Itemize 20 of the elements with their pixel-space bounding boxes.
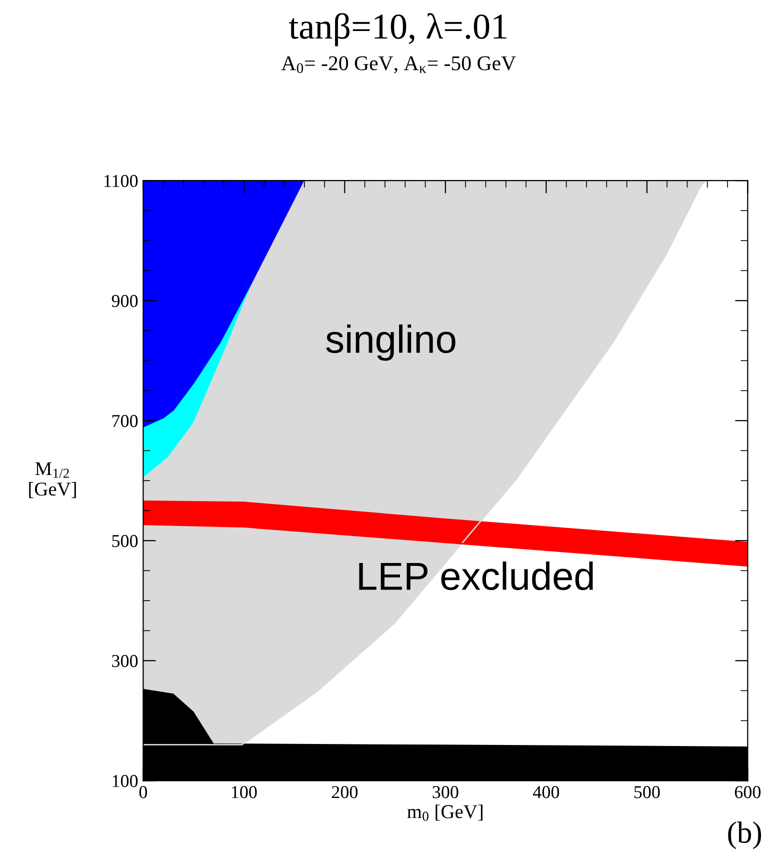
x-axis-title: m$_{0}$ [GeV] xyxy=(407,804,482,821)
x-tick-label: 100 xyxy=(232,786,257,798)
y-tick-label: 900 xyxy=(112,294,138,308)
y-tick-label: 1100 xyxy=(104,174,138,188)
x-tick-label: 500 xyxy=(634,786,660,798)
y-tick-label: 700 xyxy=(112,414,138,428)
y-axis-title: M$_{1/2}$ [GeV] xyxy=(29,462,76,498)
x-tick-label: 400 xyxy=(532,786,560,798)
y-tick-label: 300 xyxy=(112,654,138,668)
x-tick-label: 300 xyxy=(432,786,458,798)
annotation: LEP excluded xyxy=(359,562,593,590)
annotation: singlino xyxy=(326,324,456,361)
x-tick-label: 200 xyxy=(332,786,358,798)
x-tick-label: 0 xyxy=(139,786,148,798)
text: (b) xyxy=(728,821,762,850)
y-tick-label: 100 xyxy=(112,774,138,788)
y-tick-label: 500 xyxy=(112,534,138,548)
chart-title: tanβ=10, λ=.01 xyxy=(288,13,506,46)
x-tick-label: 600 xyxy=(734,786,761,798)
chart-subtitle: A$_{0}$= -20 GeV, A$_{κ}$= -50 GeV xyxy=(281,56,516,74)
